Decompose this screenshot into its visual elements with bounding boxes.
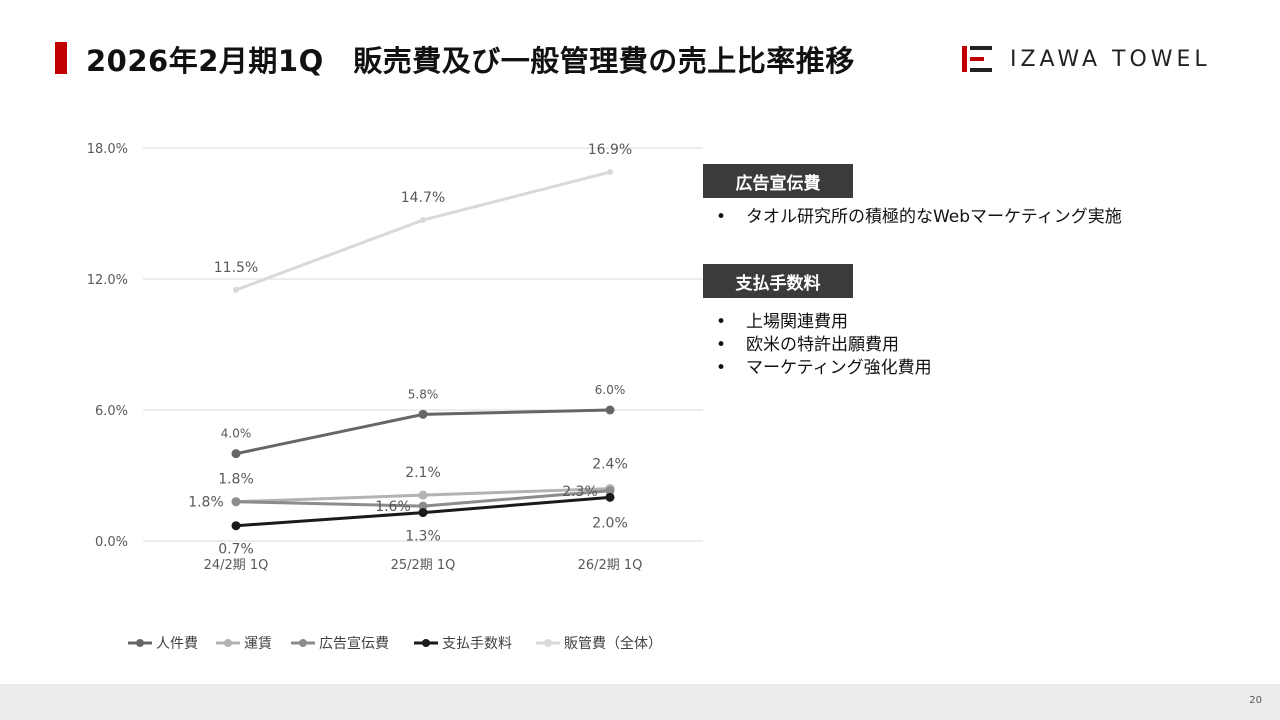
data-point <box>231 497 241 507</box>
legend-marker-icon <box>224 639 232 647</box>
company-logo: IZAWA TOWEL <box>962 44 1211 74</box>
data-point <box>605 492 615 502</box>
bullet-icon: • <box>716 312 727 332</box>
data-point <box>418 501 428 511</box>
data-label: 14.7% <box>401 190 445 206</box>
data-label: 5.8% <box>408 387 439 401</box>
data-label: 6.0% <box>595 383 626 397</box>
data-label: 1.6% <box>375 499 411 515</box>
legend-label: 支払手数料 <box>442 636 512 652</box>
data-label: 1.8% <box>188 495 224 511</box>
logo-mark-icon <box>962 46 992 72</box>
data-point <box>418 508 428 518</box>
logo-text: IZAWA TOWEL <box>1010 46 1211 72</box>
data-label: 2.3% <box>562 484 598 500</box>
legend-label: 広告宣伝費 <box>319 636 389 652</box>
legend-label: 運賃 <box>244 636 272 652</box>
data-point <box>231 449 241 459</box>
data-point <box>233 286 239 293</box>
data-point <box>418 490 428 500</box>
data-label: 2.4% <box>592 457 628 473</box>
note-list-ad: • タオル研究所の積極的なWebマーケティング実施 <box>716 206 1122 229</box>
y-tick-label: 18.0% <box>87 142 128 157</box>
legend-marker-icon <box>136 639 144 647</box>
page-title: 2026年2月期1Q 販売費及び一般管理費の売上比率推移 <box>86 44 855 78</box>
bullet-icon: • <box>716 335 727 355</box>
legend-marker-icon <box>422 639 430 647</box>
note-heading-ad: 広告宣伝費 <box>703 164 853 198</box>
note-list-fees: • 上場関連費用 • 欧米の特許出願費用 • マーケティング強化費用 <box>716 311 932 380</box>
data-point <box>418 409 428 419</box>
data-label: 2.1% <box>405 465 441 481</box>
data-label: 0.7% <box>218 542 254 558</box>
note-heading-fees: 支払手数料 <box>703 264 853 298</box>
legend-label: 販管費（全体） <box>564 635 662 652</box>
list-item: • タオル研究所の積極的なWebマーケティング実施 <box>716 207 1122 227</box>
sga-ratio-line-chart: 0.0% 6.0% 12.0% 18.0% 24/2期 1Q 25/2期 1Q 26/2期 … <box>87 142 703 652</box>
data-label: 2.0% <box>592 515 628 531</box>
y-tick-label: 0.0% <box>95 535 128 550</box>
bullet-icon: • <box>716 358 727 378</box>
data-point <box>231 521 241 531</box>
legend-label: 人件費 <box>156 636 198 652</box>
list-item: • 上場関連費用 <box>716 312 848 332</box>
page-number: 20 <box>1249 695 1262 706</box>
data-label: 1.8% <box>218 472 254 488</box>
list-item: • 欧米の特許出願費用 <box>716 335 899 355</box>
data-label: 4.0% <box>221 427 252 441</box>
x-tick-label: 25/2期 1Q <box>391 558 456 573</box>
list-item: • マーケティング強化費用 <box>716 358 932 378</box>
title-accent-bar <box>55 42 67 74</box>
data-point <box>605 486 615 496</box>
x-tick-label: 26/2期 1Q <box>578 558 643 573</box>
legend-marker-icon <box>544 639 552 647</box>
data-point <box>607 169 613 176</box>
data-point <box>605 405 615 415</box>
bullet-icon: • <box>716 207 727 227</box>
data-label: 16.9% <box>588 142 632 158</box>
y-tick-label: 12.0% <box>87 273 128 288</box>
footer-bar: 20 <box>0 684 1280 720</box>
data-label: 11.5% <box>214 260 258 276</box>
y-tick-label: 6.0% <box>95 404 128 419</box>
data-label: 1.3% <box>405 529 441 545</box>
legend-marker-icon <box>299 639 307 647</box>
data-point <box>420 217 426 224</box>
x-tick-label: 24/2期 1Q <box>204 558 269 573</box>
